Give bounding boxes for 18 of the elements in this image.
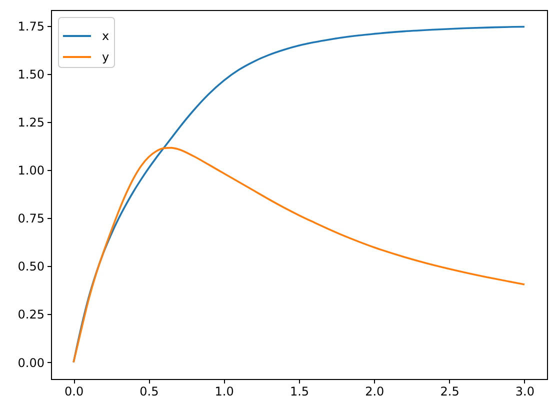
x-tick-label: 2.5 xyxy=(440,384,460,398)
x-tick-label: 2.0 xyxy=(365,384,384,398)
y-tick-label: 1.25 xyxy=(18,116,44,130)
x-tick-label: 0.5 xyxy=(140,384,159,398)
x-tick-label: 0.0 xyxy=(64,384,84,398)
y-tick-label: 1.50 xyxy=(18,68,44,82)
y-tick-label: 0.00 xyxy=(18,356,44,370)
y-tick-label: 0.50 xyxy=(18,260,44,274)
x-tick-label: 1.0 xyxy=(214,384,234,398)
y-tick-label: 1.75 xyxy=(18,19,44,34)
x-tick-label: 1.5 xyxy=(290,384,310,398)
y-tick-label: 1.00 xyxy=(18,164,44,178)
line-series xyxy=(72,146,526,364)
x-tick-label: 3.0 xyxy=(515,384,534,398)
y-tick-label: 0.75 xyxy=(18,212,44,226)
y-tick-label: 0.25 xyxy=(18,308,44,322)
legend-label: y xyxy=(102,50,110,64)
legend-label: x xyxy=(102,29,110,43)
